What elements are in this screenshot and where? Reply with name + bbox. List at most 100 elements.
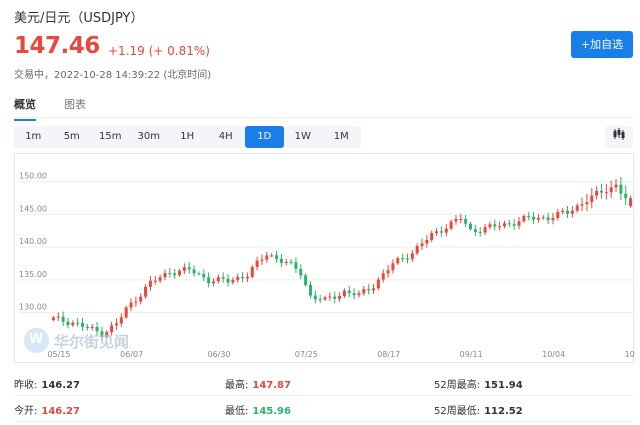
candle-body xyxy=(551,217,555,221)
candlestick-icon[interactable] xyxy=(605,126,633,148)
candle-body xyxy=(134,301,138,303)
candle-body xyxy=(216,277,220,282)
candle-body xyxy=(444,228,448,233)
candle-body xyxy=(405,258,409,260)
period-5m[interactable]: 5m xyxy=(63,131,80,142)
candle-body xyxy=(211,281,215,284)
watermark-text: 华尔街见闻 xyxy=(54,333,130,351)
candle-body xyxy=(207,277,211,284)
candle-body xyxy=(231,279,235,283)
candle-body xyxy=(449,221,453,229)
candle-body xyxy=(144,286,148,297)
x-tick-label: 09/11 xyxy=(460,350,483,359)
candle-body xyxy=(585,202,589,205)
candle-body xyxy=(289,261,293,263)
candle-body xyxy=(105,332,109,338)
candle-body xyxy=(381,273,385,280)
candle-body xyxy=(396,258,400,264)
candle-body xyxy=(590,195,594,203)
candle-body xyxy=(76,322,80,324)
stat-52w-high: 52周最高: 151.94 xyxy=(434,380,523,391)
tab-chart[interactable]: 图表 xyxy=(64,98,86,111)
stat-prev-close: 昨收: 146.27 xyxy=(14,380,80,391)
period-30m[interactable]: 30m xyxy=(137,131,160,142)
y-tick-label: 135.00 xyxy=(19,270,47,279)
candle-body xyxy=(304,275,308,285)
candle-body xyxy=(570,210,574,214)
y-tick-label: 150.00 xyxy=(19,172,47,181)
price-chart[interactable]: 130.00 135.00 140.00 145.00 150.00 05/15 06/07… xyxy=(14,153,635,363)
candle-body xyxy=(599,190,603,193)
candle-body xyxy=(454,219,458,222)
candle-body xyxy=(575,205,579,211)
candle-body xyxy=(241,277,245,279)
period-1m[interactable]: 1m xyxy=(25,131,42,142)
x-tick-label: 10/04 xyxy=(542,350,565,359)
candle-body xyxy=(425,239,429,244)
quote-stats: 昨收: 146.27 最高: 147.87 52周最高: 151.94 今开: 146.… xyxy=(14,370,634,422)
candle-body xyxy=(333,296,337,299)
add-watchlist-button[interactable]: +加自选 xyxy=(571,31,633,58)
candle-body xyxy=(619,184,623,194)
period-1d[interactable]: 1D xyxy=(245,126,284,148)
candle-body xyxy=(566,210,570,214)
candle-body xyxy=(163,272,167,278)
candle-body xyxy=(139,296,143,302)
candle-body xyxy=(478,232,482,234)
candle-body xyxy=(148,280,152,287)
candle-body xyxy=(202,273,206,278)
candle-body xyxy=(294,262,298,269)
watermark-logo-icon xyxy=(24,328,49,353)
candle-body xyxy=(338,295,342,299)
candle-body xyxy=(488,224,492,228)
candle-body xyxy=(372,288,376,291)
period-1mo[interactable]: 1M xyxy=(333,131,349,142)
tab-divider xyxy=(14,117,634,118)
candle-body xyxy=(391,263,395,271)
candle-body xyxy=(236,277,240,280)
candle-body xyxy=(541,217,545,219)
candle-body xyxy=(522,216,526,222)
candle-body xyxy=(546,217,550,221)
period-1h[interactable]: 1H xyxy=(180,131,195,142)
candle-body xyxy=(609,187,613,193)
candle-body xyxy=(483,227,487,233)
candle-body xyxy=(114,323,118,326)
candle-body xyxy=(439,231,443,233)
candle-body xyxy=(473,229,477,233)
candle-body xyxy=(435,231,439,234)
candle-body xyxy=(95,327,99,332)
candle-body xyxy=(347,290,351,294)
candle-body xyxy=(119,317,123,324)
period-selector: 1m 5m 15m 30m 1H 4H 1D 1W 1M xyxy=(14,126,361,148)
candlestick-chart: 130.00 135.00 140.00 145.00 150.00 05/15 06/07… xyxy=(19,172,635,359)
candle-body xyxy=(498,226,502,228)
period-15m[interactable]: 15m xyxy=(99,131,122,142)
candle-body xyxy=(90,327,94,329)
candle-body xyxy=(532,216,536,220)
candle-body xyxy=(401,258,405,260)
tab-overview[interactable]: 概览 xyxy=(14,96,36,121)
period-4h[interactable]: 4H xyxy=(218,131,233,142)
candle-body xyxy=(561,210,565,212)
candle-body xyxy=(323,297,327,300)
candle-body xyxy=(352,293,356,296)
candle-body xyxy=(245,276,249,279)
candle-body xyxy=(284,261,288,263)
candle-body xyxy=(129,302,133,308)
candle-body xyxy=(342,290,346,296)
candle-body xyxy=(192,269,196,274)
watermark: 华尔街见闻 xyxy=(24,325,174,355)
candle-body xyxy=(430,233,434,240)
x-tick-label: 06/07 xyxy=(120,350,143,359)
y-tick-label: 130.00 xyxy=(19,303,47,312)
candle-body xyxy=(410,253,414,260)
candle-body xyxy=(168,272,172,274)
candle-body xyxy=(308,284,312,296)
candle-body xyxy=(313,295,317,300)
candle-body xyxy=(464,218,468,224)
period-1w[interactable]: 1W xyxy=(294,131,311,142)
candle-body xyxy=(493,224,497,227)
candle-body xyxy=(61,316,65,322)
stats-row: 今开: 146.27 最低: 145.96 52周最低: 112.52 xyxy=(14,396,634,422)
